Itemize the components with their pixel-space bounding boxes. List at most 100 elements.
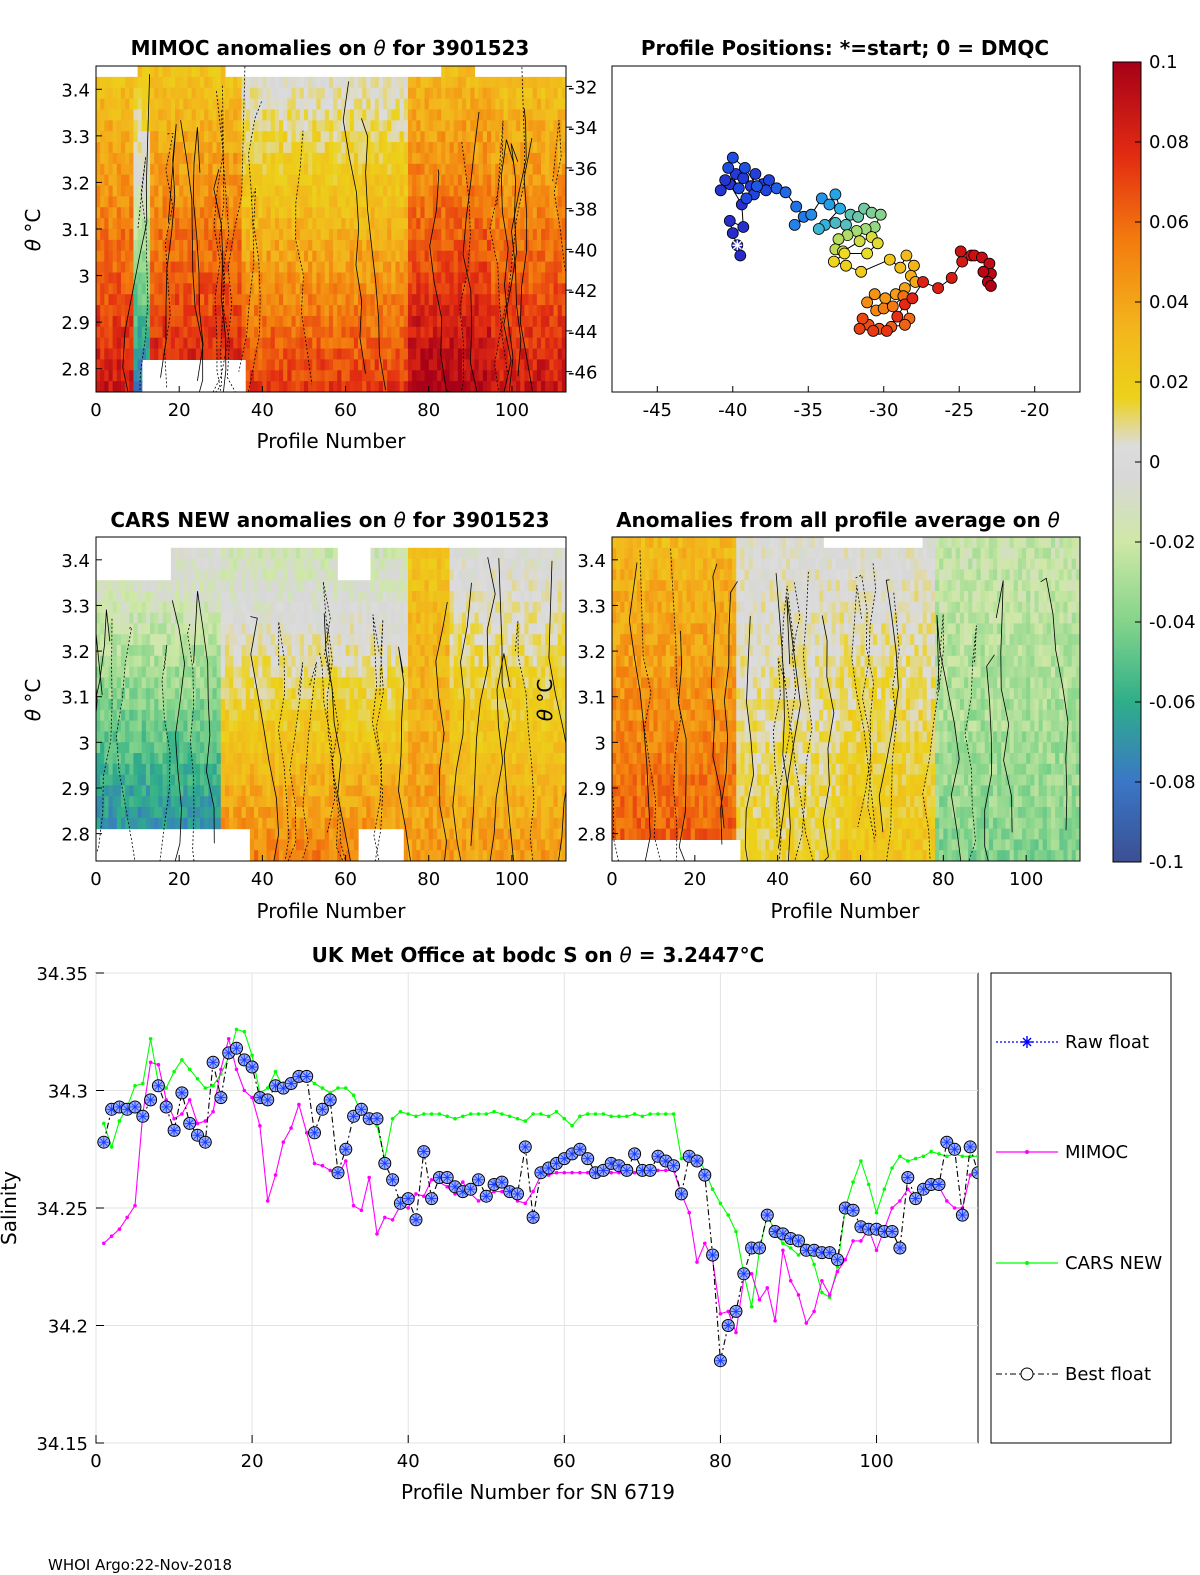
mimoc-cell <box>100 196 105 208</box>
cars-cell <box>137 796 143 808</box>
mimoc-cell <box>424 196 430 208</box>
cars-cell <box>116 601 122 614</box>
cars-cell <box>216 601 222 614</box>
cars-cell <box>233 634 239 646</box>
cars-cell <box>303 591 309 603</box>
mimoc-cell <box>175 315 180 328</box>
mimoc-cell <box>524 196 530 208</box>
mimoc-cell <box>179 196 184 208</box>
mimoc-cell <box>241 87 247 100</box>
cars-cell <box>216 569 222 581</box>
mimoc-cell <box>175 66 180 78</box>
mimoc-cell <box>545 76 550 89</box>
mimoc-cell <box>391 359 397 371</box>
cars-cell <box>170 807 176 819</box>
mimoc-cell <box>395 185 401 197</box>
cars-cell <box>141 655 147 668</box>
mimoc-cell <box>212 76 218 89</box>
mimoc-cell <box>370 87 376 100</box>
mimoc-cell <box>299 283 305 295</box>
mimoc-cell <box>470 163 476 176</box>
mimoc-cell <box>528 196 534 208</box>
mimoc-cell <box>279 142 284 154</box>
mimoc-cell <box>220 76 226 89</box>
cars-cell <box>262 601 268 614</box>
mimoc-cell <box>457 326 463 339</box>
mimoc-cell <box>224 229 230 241</box>
mimoc-cell <box>216 152 222 165</box>
cars-cell <box>220 731 226 743</box>
mimoc-cell <box>195 261 201 274</box>
mimoc-cell <box>303 109 309 121</box>
mimoc-cell <box>470 348 476 360</box>
mimoc-cell <box>258 239 263 252</box>
mimoc-cell <box>503 305 509 317</box>
mimoc-cell <box>158 196 164 208</box>
mimoc-cell <box>482 315 488 328</box>
cars-cell <box>158 796 164 808</box>
cars-cell <box>187 774 193 786</box>
mimoc-cell <box>308 185 313 197</box>
mimoc-cell <box>299 315 305 328</box>
mimoc-cell <box>270 359 276 371</box>
cars-cell <box>191 591 197 603</box>
mimoc-cell <box>449 185 455 197</box>
position-point <box>853 322 866 335</box>
colorbar-tick-label: -0.02 <box>1149 532 1196 553</box>
cars-cell <box>233 699 239 711</box>
cars-cell <box>258 601 263 614</box>
cars-cell <box>270 655 276 668</box>
mimoc-cell <box>299 131 305 143</box>
mimoc-cell <box>283 87 288 100</box>
cars-cell <box>262 796 268 808</box>
cars-cell <box>125 720 130 732</box>
cars-cell <box>274 601 280 614</box>
mimoc-cell <box>412 98 417 111</box>
cars-cell <box>283 796 288 808</box>
mimoc-cell <box>274 76 280 89</box>
mimoc-cell <box>503 272 509 284</box>
mimoc-cell <box>220 283 226 295</box>
cars-cell <box>337 807 342 819</box>
mimoc-cell <box>274 305 280 317</box>
cars-cell <box>249 699 255 711</box>
mimoc-cell <box>511 218 517 230</box>
mimoc-cell <box>220 337 226 350</box>
mimoc-cell <box>378 174 384 187</box>
mimoc-cell <box>387 283 392 295</box>
mimoc-cell <box>416 326 422 339</box>
position-point <box>779 186 792 199</box>
cars-cell <box>291 558 297 570</box>
mimoc-cell <box>303 359 309 371</box>
mimoc-cell <box>191 142 197 154</box>
cars-cell <box>137 763 143 776</box>
mimoc-cell <box>478 76 484 89</box>
mimoc-cell <box>516 348 521 360</box>
mimoc-cell <box>337 239 342 252</box>
mimoc-cell <box>137 142 143 154</box>
mimoc-cell <box>199 218 205 230</box>
mimoc-cell <box>403 326 409 339</box>
mimoc-cell <box>129 109 135 121</box>
cars-cell <box>266 796 272 808</box>
mimoc-cell <box>403 185 409 197</box>
cars-cell <box>170 655 176 668</box>
cars-cell <box>328 634 334 646</box>
mimoc-cell <box>420 229 426 241</box>
mimoc-cell <box>541 315 546 328</box>
mimoc-cell <box>279 239 284 252</box>
mimoc-cell <box>254 218 259 230</box>
cars-cell <box>129 655 135 668</box>
cars-cell <box>204 807 209 819</box>
mimoc-cell <box>229 272 234 284</box>
mimoc-cell <box>445 359 451 371</box>
mimoc-cell <box>441 250 446 263</box>
cars-cell <box>287 839 293 851</box>
mimoc-cell <box>96 250 101 263</box>
mimoc-cell <box>96 174 101 187</box>
mimoc-cell <box>387 250 392 263</box>
cars-cell <box>183 807 189 819</box>
cars-cell <box>245 623 251 635</box>
mimoc-cell <box>416 174 422 187</box>
mimoc-cell <box>453 283 459 295</box>
